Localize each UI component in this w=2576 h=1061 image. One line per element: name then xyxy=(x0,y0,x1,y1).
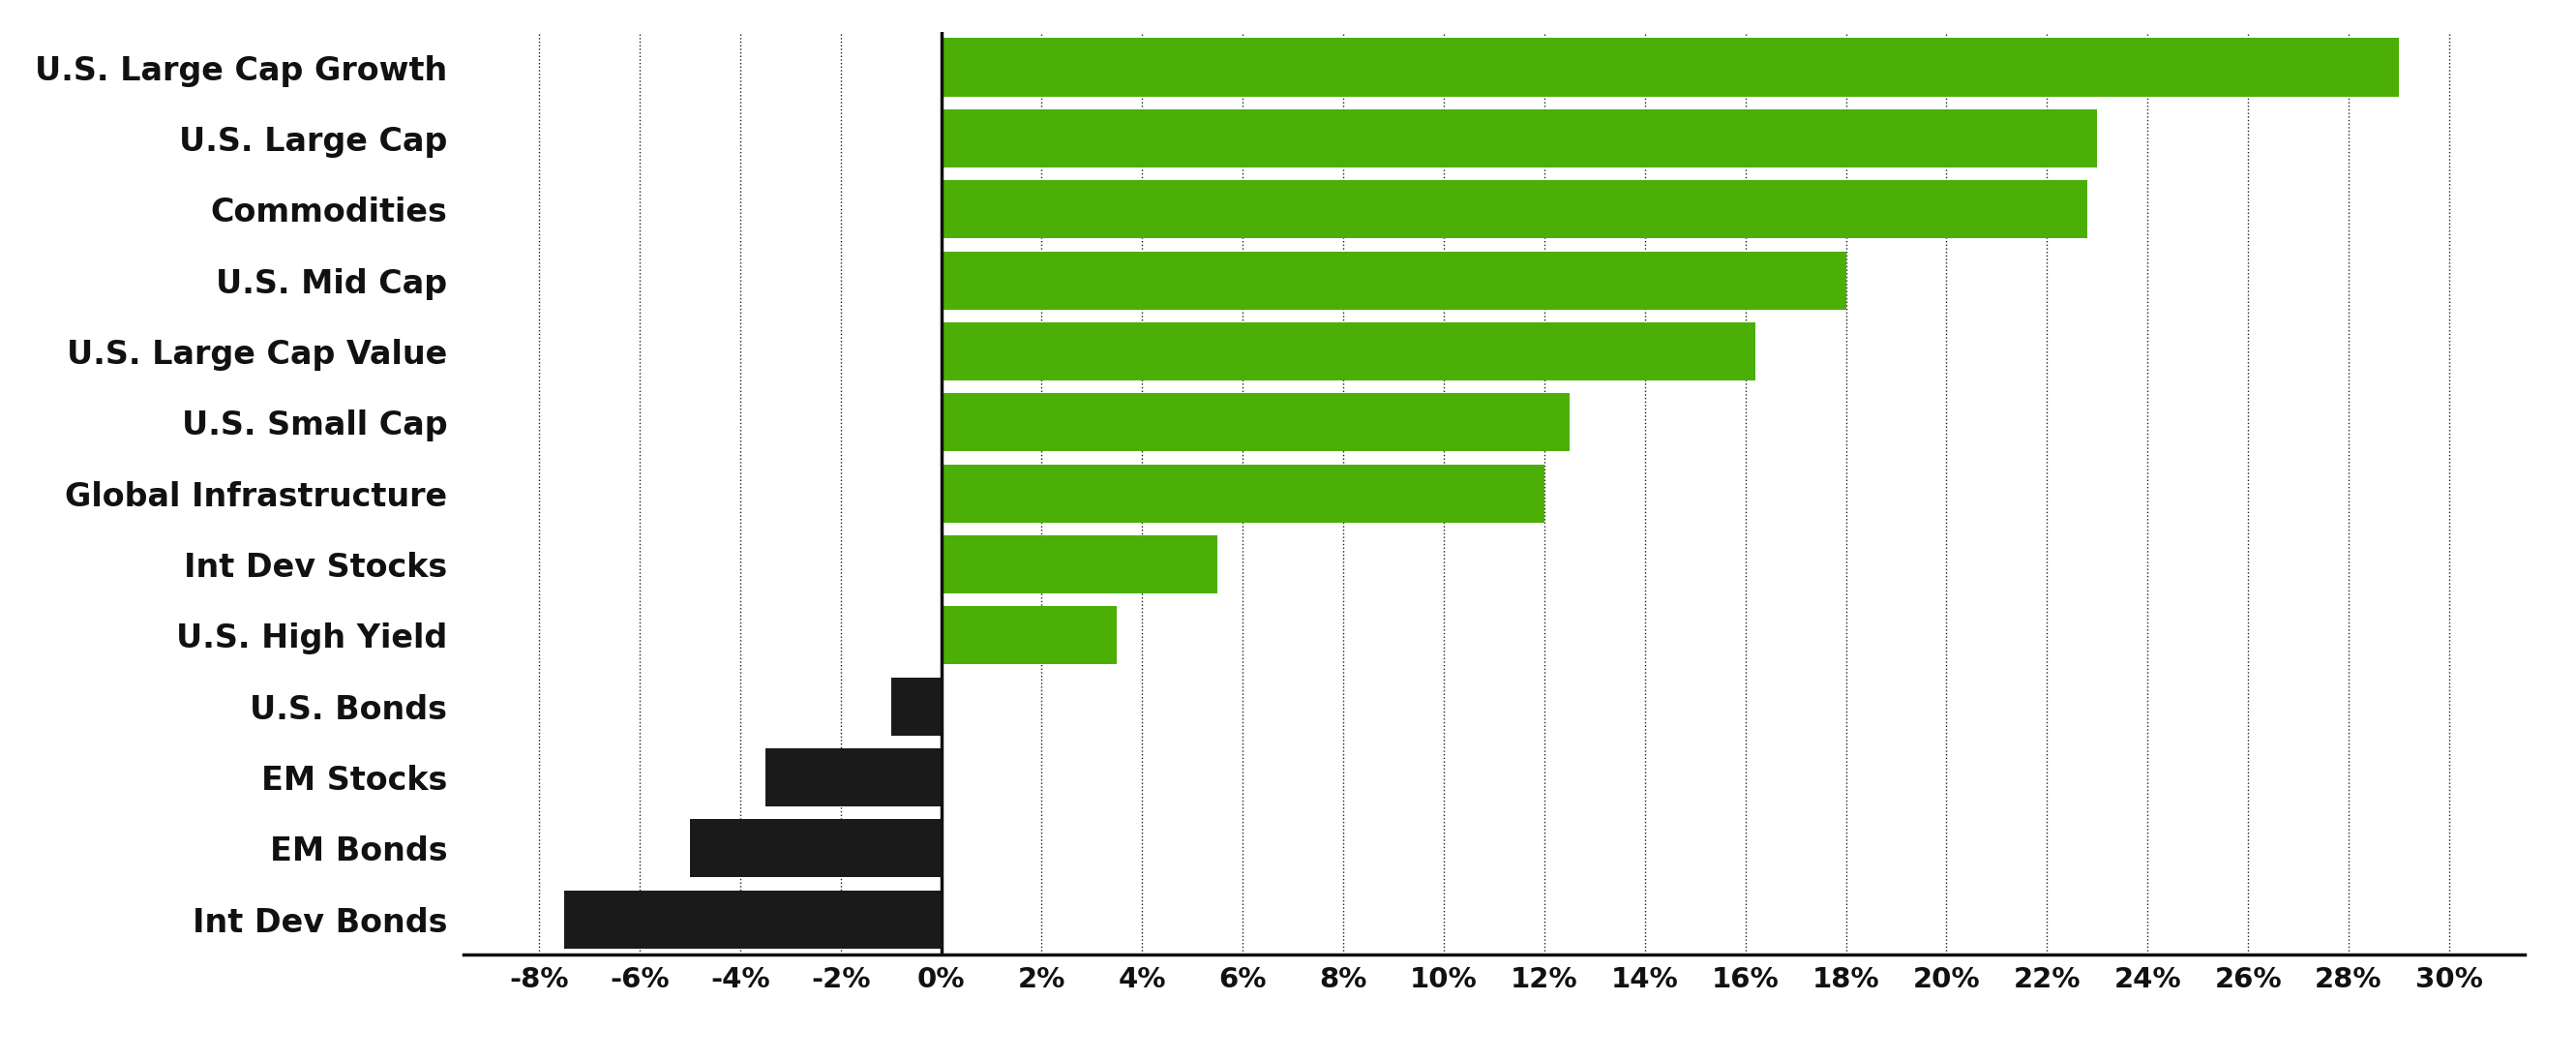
Bar xyxy=(940,323,1754,381)
Bar xyxy=(940,465,1546,522)
Bar xyxy=(891,677,940,735)
Bar xyxy=(940,535,1218,593)
Bar xyxy=(940,109,2097,168)
Bar xyxy=(940,606,1118,664)
Bar xyxy=(564,890,940,949)
Bar xyxy=(940,251,1847,310)
Bar xyxy=(765,748,940,806)
Bar xyxy=(690,819,940,877)
Bar xyxy=(940,180,2087,239)
Bar xyxy=(940,394,1569,452)
Bar xyxy=(940,38,2398,97)
